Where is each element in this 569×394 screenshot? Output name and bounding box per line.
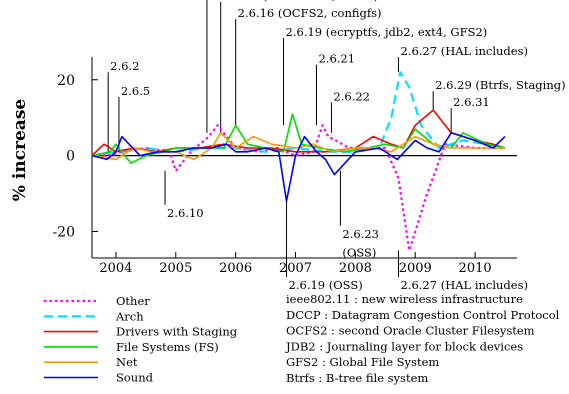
series-layer — [91, 71, 506, 252]
y-tick-label: -20 — [52, 224, 75, 240]
y-tick-label: 0 — [66, 149, 75, 165]
annotation-label: 2.6.5 — [121, 84, 150, 98]
y-axis-label: % increase — [10, 99, 30, 202]
legend-label: Other — [116, 294, 150, 308]
annotation-label: 2.6.29 (Btrfs, Staging) — [435, 78, 565, 92]
x-tick-label: 2009 — [399, 261, 432, 276]
annotation-label: 2.6.23 — [342, 227, 379, 241]
annotation-layer: 2.6.22.6.52.6.132.6.14 (ieee802.11, DCCP… — [107, 0, 566, 292]
annotation-label: 2.6.16 (OCFS2, configfs) — [238, 6, 382, 20]
annotation-label: 2.6.14 (ieee802.11, DCCP) — [223, 0, 378, 3]
glossary-line: Btrfs : B-tree file system — [286, 371, 428, 385]
annotation-label: 2.6.22 — [333, 90, 370, 104]
annotation-label: 2.6.19 (OSS) — [289, 278, 363, 292]
series-line-file-systems-fs — [91, 113, 506, 164]
glossary-line: OCFS2 : second Oracle Cluster Filesystem — [286, 324, 535, 338]
glossary-line: GFS2 : Global File System — [286, 355, 439, 369]
annotation-label: 2.6.2 — [110, 59, 139, 73]
legend-label: Arch — [115, 309, 144, 323]
y-tick-label: 20 — [57, 73, 75, 89]
glossary-line: JDB2 : Journaling layer for block device… — [285, 339, 523, 353]
x-tick-label: 2004 — [99, 261, 132, 276]
x-tick-label: 2005 — [159, 261, 192, 276]
glossary-line: ieee802.11 : new wireless infrastructure — [286, 292, 523, 306]
x-axis: 2004 2005 2006 2007 2008 2009 2010 — [99, 252, 492, 276]
annotation-label: 2.6.31 — [453, 95, 490, 109]
x-tick-label: 2010 — [459, 261, 492, 276]
legend-label: File Systems (FS) — [116, 340, 219, 354]
annotation-label: 2.6.27 (HAL includes) — [400, 44, 528, 58]
legend-label: Net — [116, 355, 138, 369]
annotation-label: 2.6.10 — [167, 206, 204, 220]
x-tick-label: 2007 — [279, 261, 312, 276]
annotation-label: 2.6.27 (HAL includes) — [400, 278, 528, 292]
y-axis: % increase 20 0 -20 — [10, 73, 98, 240]
annotation-label: 2.6.21 — [318, 52, 355, 66]
legend-label: Drivers with Staging — [116, 325, 238, 339]
annotation-label: (OSS) — [342, 246, 376, 260]
plot-frame — [91, 57, 517, 259]
legend-label: Sound — [116, 371, 154, 385]
x-tick-label: 2008 — [339, 261, 372, 276]
series-line-other — [91, 124, 505, 252]
x-tick-label: 2006 — [219, 261, 252, 276]
series-line-sound — [91, 132, 506, 202]
annotation-label: 2.6.19 (ecryptfs, jdb2, ext4, GFS2) — [286, 25, 488, 39]
glossary-line: DCCP : Datagram Congestion Control Proto… — [286, 308, 560, 322]
glossary: ieee802.11 : new wireless infrastructure… — [285, 292, 560, 385]
